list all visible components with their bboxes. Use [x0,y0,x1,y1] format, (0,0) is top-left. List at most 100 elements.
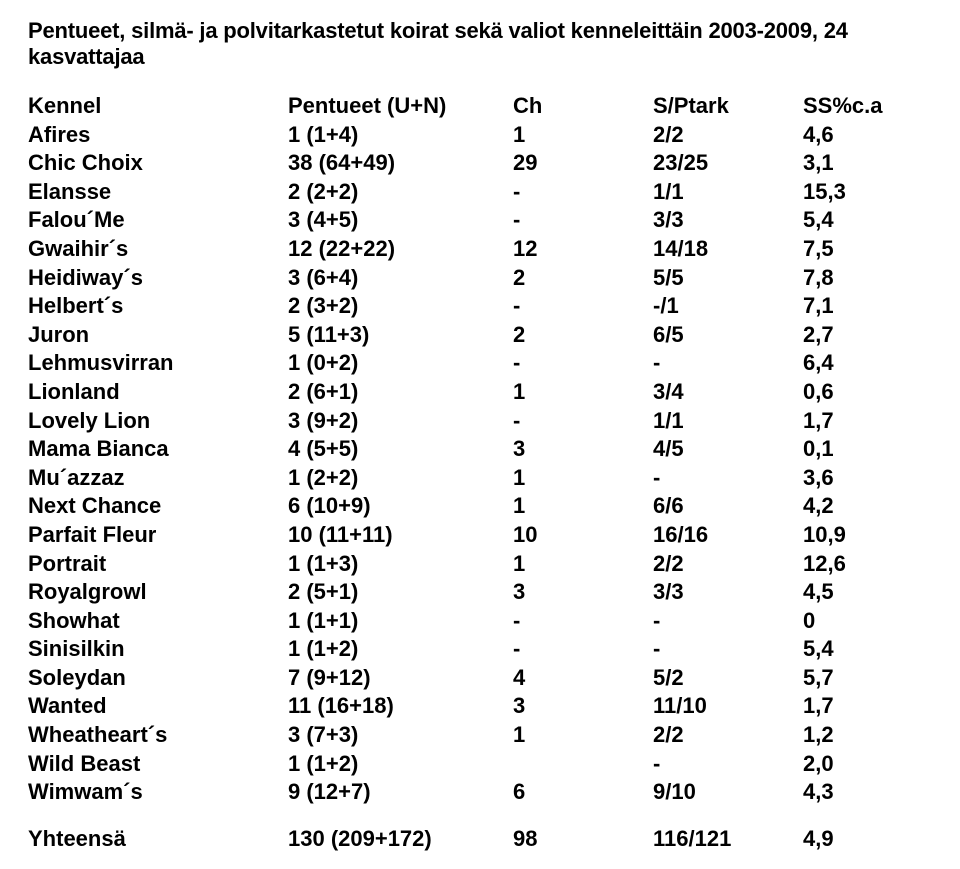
cell-ch: 3 [513,578,653,607]
cell-sp: 5/2 [653,664,803,693]
cell-kennel: Lionland [28,378,288,407]
cell-un: 2 (6+1) [288,378,513,407]
cell-sp: 2/2 [653,121,803,150]
table-row: Soleydan7 (9+12)45/25,7 [28,664,932,693]
cell-un: 3 (6+4) [288,264,513,293]
cell-kennel: Juron [28,321,288,350]
cell-sp: 9/10 [653,778,803,807]
table-row: Royalgrowl2 (5+1)33/34,5 [28,578,932,607]
cell-sp: 3/3 [653,578,803,607]
cell-kennel: Lovely Lion [28,407,288,436]
cell-kennel: Wild Beast [28,750,288,779]
cell-kennel: Parfait Fleur [28,521,288,550]
cell-un: 3 (4+5) [288,206,513,235]
cell-un: 6 (10+9) [288,492,513,521]
table-row: Parfait Fleur10 (11+11)1016/1610,9 [28,521,932,550]
cell-kennel: Lehmusvirran [28,349,288,378]
cell-ss: 3,6 [803,464,913,493]
cell-ch: - [513,607,653,636]
cell-ss: 1,2 [803,721,913,750]
cell-ch: 29 [513,149,653,178]
cell-kennel: Afires [28,121,288,150]
total-label: Yhteensä [28,825,288,854]
cell-un: 3 (9+2) [288,407,513,436]
cell-sp: 6/6 [653,492,803,521]
cell-sp: 14/18 [653,235,803,264]
cell-ch: 1 [513,378,653,407]
table-row: Elansse2 (2+2)-1/115,3 [28,178,932,207]
cell-sp: 16/16 [653,521,803,550]
total-ss: 4,9 [803,825,913,854]
cell-un: 7 (9+12) [288,664,513,693]
cell-ch: 3 [513,435,653,464]
cell-ss: 1,7 [803,407,913,436]
cell-ch [513,750,653,779]
cell-kennel: Portrait [28,550,288,579]
cell-ch: 1 [513,121,653,150]
table-row: Lovely Lion3 (9+2)-1/11,7 [28,407,932,436]
cell-kennel: Soleydan [28,664,288,693]
table-row: Showhat1 (1+1)--0 [28,607,932,636]
cell-kennel: Wheatheart´s [28,721,288,750]
cell-un: 1 (1+2) [288,750,513,779]
table-row: Chic Choix38 (64+49)2923/253,1 [28,149,932,178]
cell-kennel: Chic Choix [28,149,288,178]
cell-ch: - [513,178,653,207]
cell-ch: - [513,292,653,321]
cell-sp: 3/3 [653,206,803,235]
total-un: 130 (209+172) [288,825,513,854]
cell-kennel: Wimwam´s [28,778,288,807]
cell-un: 38 (64+49) [288,149,513,178]
cell-kennel: Sinisilkin [28,635,288,664]
cell-sp: 5/5 [653,264,803,293]
table-row: Wild Beast1 (1+2) -2,0 [28,750,932,779]
header-pentueet: Pentueet (U+N) [288,92,513,121]
cell-un: 12 (22+22) [288,235,513,264]
table-row: Wimwam´s9 (12+7)69/104,3 [28,778,932,807]
cell-kennel: Showhat [28,607,288,636]
cell-un: 1 (1+1) [288,607,513,636]
table-row: Falou´Me3 (4+5)-3/35,4 [28,206,932,235]
cell-ss: 0,6 [803,378,913,407]
cell-kennel: Wanted [28,692,288,721]
cell-ch: 1 [513,721,653,750]
cell-kennel: Heidiway´s [28,264,288,293]
cell-sp: 11/10 [653,692,803,721]
cell-ss: 2,0 [803,750,913,779]
table-row: Gwaihir´s12 (22+22)1214/187,5 [28,235,932,264]
cell-ss: 4,2 [803,492,913,521]
cell-ss: 5,7 [803,664,913,693]
cell-kennel: Elansse [28,178,288,207]
table-body: Afires1 (1+4)12/24,6Chic Choix38 (64+49)… [28,121,932,807]
cell-sp: 2/2 [653,550,803,579]
cell-sp: - [653,750,803,779]
cell-kennel: Falou´Me [28,206,288,235]
cell-kennel: Gwaihir´s [28,235,288,264]
cell-ss: 1,7 [803,692,913,721]
header-sptark: S/Ptark [653,92,803,121]
total-ch: 98 [513,825,653,854]
total-sp: 116/121 [653,825,803,854]
cell-ch: 1 [513,492,653,521]
cell-sp: 4/5 [653,435,803,464]
table-row: Wanted11 (16+18)311/101,7 [28,692,932,721]
page-title: Pentueet, silmä- ja polvitarkastetut koi… [28,18,932,70]
cell-sp: - [653,349,803,378]
cell-un: 5 (11+3) [288,321,513,350]
cell-un: 4 (5+5) [288,435,513,464]
table-total-row: Yhteensä 130 (209+172) 98 116/121 4,9 [28,825,932,854]
header-ssca: SS%c.a [803,92,913,121]
table-row: Portrait1 (1+3)12/212,6 [28,550,932,579]
cell-ch: 1 [513,550,653,579]
table-row: Juron5 (11+3)26/52,7 [28,321,932,350]
cell-ss: 4,3 [803,778,913,807]
table-row: Heidiway´s3 (6+4)25/57,8 [28,264,932,293]
table-row: Mu´azzaz1 (2+2)1-3,6 [28,464,932,493]
cell-kennel: Next Chance [28,492,288,521]
cell-ss: 2,7 [803,321,913,350]
cell-ch: 3 [513,692,653,721]
cell-ss: 4,5 [803,578,913,607]
cell-ss: 10,9 [803,521,913,550]
header-kennel: Kennel [28,92,288,121]
cell-un: 9 (12+7) [288,778,513,807]
